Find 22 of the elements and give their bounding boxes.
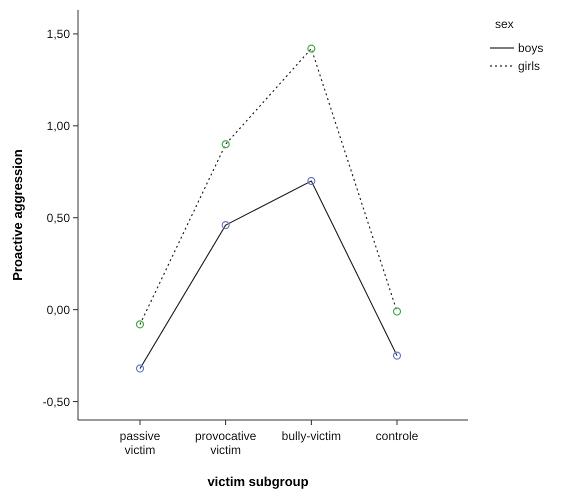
legend-title: sex bbox=[495, 17, 514, 31]
point bbox=[136, 320, 144, 328]
y-tick-label: 1,50 bbox=[46, 27, 70, 42]
point bbox=[307, 176, 316, 186]
legend-label: boys bbox=[518, 41, 544, 56]
x-tick-label: bully-victim bbox=[282, 429, 342, 443]
point bbox=[392, 352, 402, 360]
point bbox=[222, 221, 230, 230]
point bbox=[307, 44, 316, 53]
point bbox=[136, 364, 144, 373]
legend-label: girls bbox=[518, 59, 540, 74]
point bbox=[392, 307, 402, 316]
x-tick-label: controle bbox=[376, 429, 419, 443]
x-axis-title: victim subgroup bbox=[207, 474, 309, 489]
x-tick-label: passive victim bbox=[120, 429, 161, 457]
y-tick-label: -0,50 bbox=[42, 394, 70, 409]
point bbox=[222, 140, 230, 148]
y-tick-label: 0,00 bbox=[46, 302, 70, 317]
y-tick-label: 1,00 bbox=[46, 119, 70, 134]
x-tick-label: provocative victim bbox=[194, 429, 257, 457]
y-axis-title: Proactive aggression bbox=[10, 149, 25, 281]
y-tick-label: 0,50 bbox=[46, 210, 70, 225]
